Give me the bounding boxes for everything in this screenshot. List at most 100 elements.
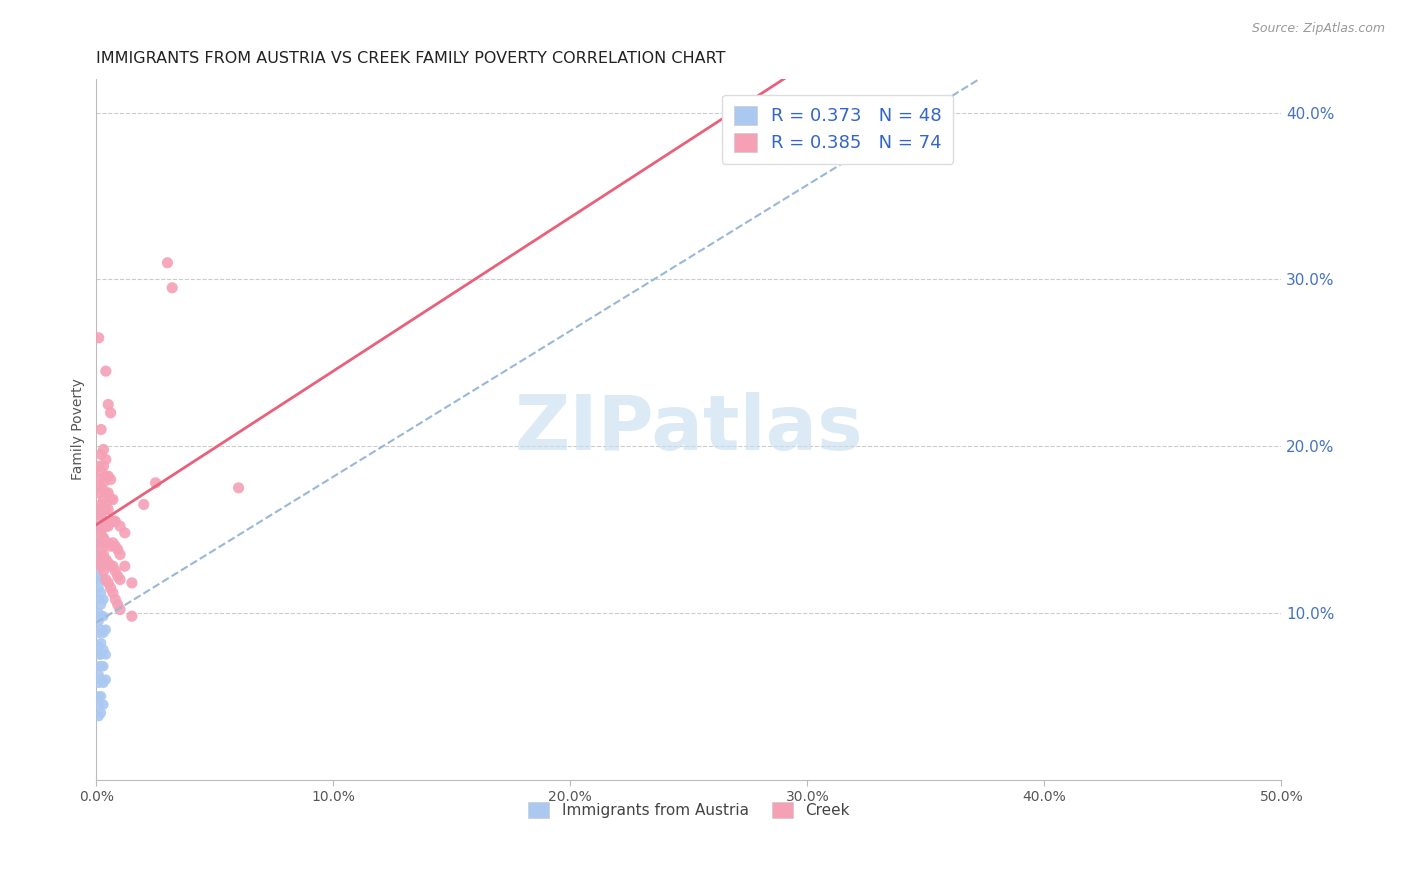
Point (156, 256, 179, 270)
Point (93, 514, 115, 528)
Point (160, 281, 183, 295)
Point (90, 673, 112, 687)
Point (93, 459, 115, 474)
Point (97, 397, 120, 411)
Point (228, 481, 250, 495)
Point (93, 552, 115, 566)
Point (87, 690, 110, 704)
Point (87, 473, 110, 487)
Point (87, 331, 110, 345)
Point (90, 690, 112, 704)
Point (97, 575, 120, 590)
Point (101, 559, 124, 574)
Point (90, 559, 112, 574)
Point (94, 486, 117, 500)
Point (104, 539, 127, 553)
Point (101, 536, 124, 550)
Point (97, 556, 120, 570)
Point (94, 648, 117, 662)
Point (94, 452, 117, 467)
Point (87, 626, 110, 640)
Point (108, 573, 131, 587)
Point (90, 648, 112, 662)
Point (87, 548, 110, 562)
Point (87, 581, 110, 595)
Point (90, 598, 112, 612)
Point (94, 673, 117, 687)
Point (94, 536, 117, 550)
Point (93, 626, 115, 640)
Point (87, 639, 110, 653)
Point (87, 676, 110, 690)
Point (97, 519, 120, 533)
Point (87, 698, 110, 712)
Point (90, 509, 112, 524)
Point (104, 592, 127, 607)
Point (87, 667, 110, 681)
Point (90, 481, 112, 495)
Point (97, 486, 120, 500)
Point (93, 514, 115, 528)
Text: IMMIGRANTS FROM AUSTRIA VS CREEK FAMILY POVERTY CORRELATION CHART: IMMIGRANTS FROM AUSTRIA VS CREEK FAMILY … (97, 51, 725, 66)
Point (90, 448, 112, 462)
Point (90, 636, 112, 650)
Legend: Immigrants from Austria, Creek: Immigrants from Austria, Creek (522, 797, 856, 824)
Point (93, 531, 115, 545)
Point (87, 502, 110, 516)
Point (93, 642, 115, 657)
Point (100, 581, 122, 595)
Point (87, 648, 110, 662)
Point (90, 509, 112, 524)
Point (90, 464, 112, 478)
Point (97, 469, 120, 483)
Point (94, 623, 117, 637)
Point (93, 573, 115, 587)
Point (90, 586, 112, 600)
Point (114, 559, 136, 574)
Point (90, 422, 112, 436)
Point (107, 598, 129, 612)
Point (94, 552, 117, 566)
Point (121, 575, 143, 590)
Point (93, 492, 115, 507)
Point (90, 609, 112, 624)
Point (108, 548, 131, 562)
Point (97, 536, 120, 550)
Point (90, 525, 112, 540)
Point (90, 573, 112, 587)
Point (87, 569, 110, 583)
Point (94, 573, 117, 587)
Point (101, 586, 124, 600)
Point (93, 475, 115, 490)
Text: Source: ZipAtlas.com: Source: ZipAtlas.com (1251, 22, 1385, 36)
Point (87, 486, 110, 500)
Point (90, 559, 112, 574)
Point (90, 659, 112, 673)
Point (94, 502, 117, 516)
Text: ZIPatlas: ZIPatlas (515, 392, 863, 467)
Point (104, 564, 127, 578)
Point (87, 552, 110, 566)
Point (87, 659, 110, 673)
Point (104, 514, 127, 528)
Point (90, 706, 112, 720)
Point (100, 406, 122, 420)
Point (90, 548, 112, 562)
Point (108, 519, 131, 533)
Point (93, 548, 115, 562)
Point (100, 514, 122, 528)
Point (101, 492, 124, 507)
Point (87, 536, 110, 550)
Point (90, 502, 112, 516)
Point (101, 514, 124, 528)
Point (87, 536, 110, 550)
Point (108, 602, 131, 616)
Point (93, 609, 115, 624)
Point (93, 531, 115, 545)
Point (87, 559, 110, 574)
Point (93, 698, 115, 712)
Point (94, 469, 117, 483)
Point (90, 623, 112, 637)
Point (87, 459, 110, 474)
Point (93, 592, 115, 607)
